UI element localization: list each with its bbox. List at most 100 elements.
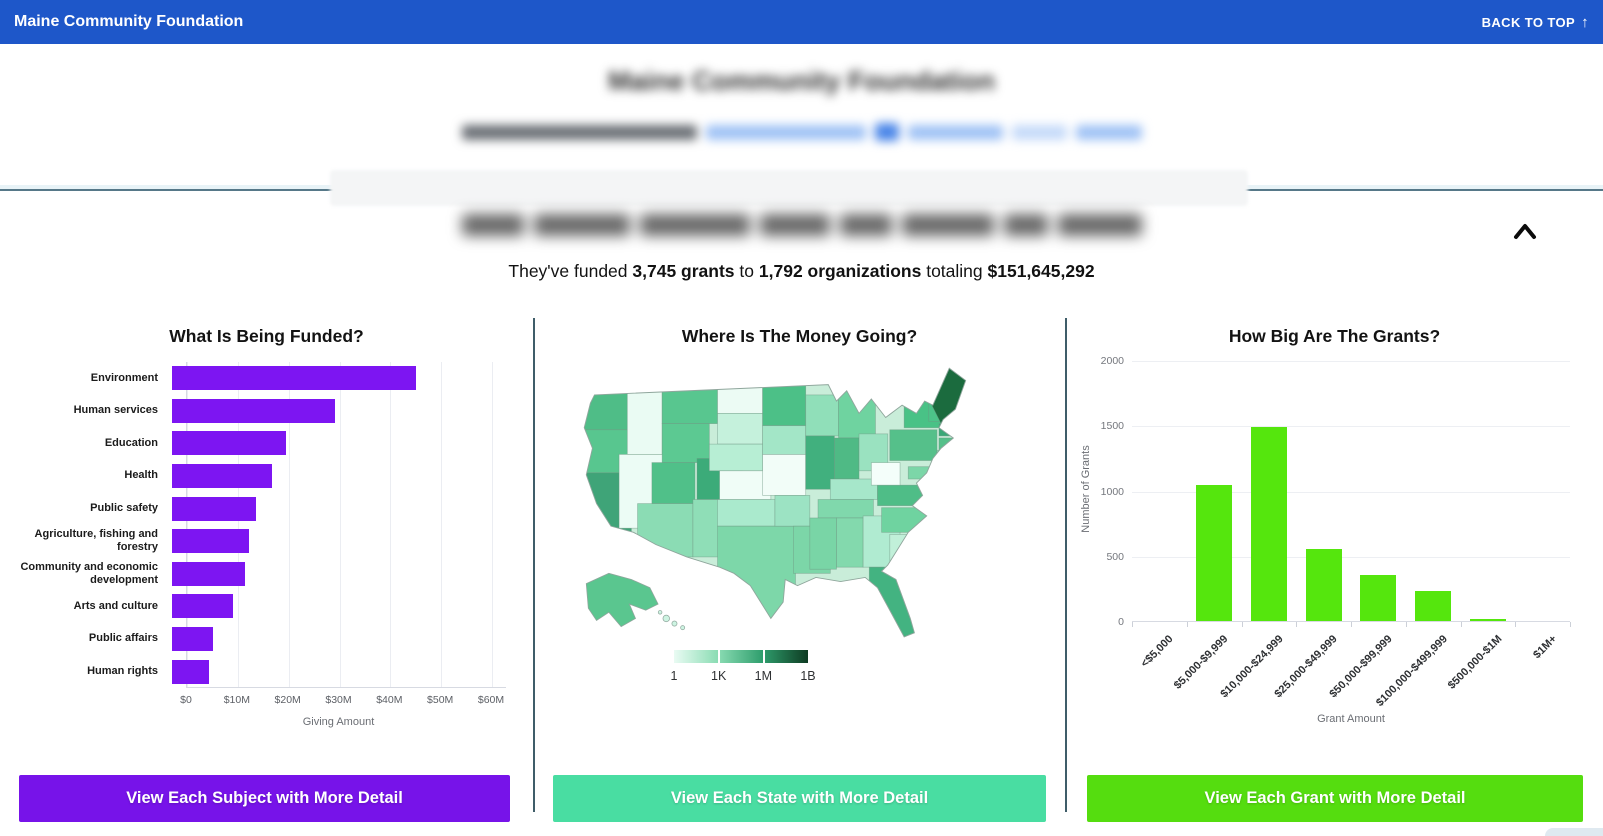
subject-funding-bar[interactable] <box>172 659 209 684</box>
subject-funding-bar[interactable] <box>172 366 416 391</box>
view-states-detail-button[interactable]: View Each State with More Detail <box>553 775 1046 822</box>
legend-label: 1M <box>754 669 773 683</box>
x-axis-tick-label: $20M <box>274 694 301 706</box>
state-ND[interactable] <box>717 380 764 414</box>
state-MA[interactable] <box>938 423 968 437</box>
subjects-bar-chart: Environment Human services Education Health… <box>0 362 520 728</box>
state-KY[interactable] <box>829 478 878 500</box>
state-PA[interactable] <box>889 429 938 461</box>
state-HI[interactable] <box>662 614 670 623</box>
state-IA[interactable] <box>762 425 807 455</box>
state-HI[interactable] <box>657 610 663 615</box>
subject-funding-bar[interactable] <box>172 464 273 489</box>
blurred-word <box>533 214 630 236</box>
state-MD[interactable] <box>907 466 936 480</box>
state-HI[interactable] <box>671 620 678 627</box>
blurred-subtitle-row <box>0 121 1603 143</box>
blurred-link-blob[interactable] <box>1011 124 1067 140</box>
state-OK[interactable] <box>717 499 776 527</box>
grants-panel: How Big Are The Grants? Number of Grants… <box>1066 318 1603 812</box>
grant-count-bar[interactable] <box>1360 575 1397 621</box>
subjects-chart-row: Arts and culture <box>0 590 520 623</box>
subject-funding-bar[interactable] <box>172 398 335 423</box>
blurred-link-blob[interactable] <box>1075 124 1142 140</box>
subject-funding-bar[interactable] <box>172 431 287 456</box>
state-FL[interactable] <box>868 566 934 639</box>
state-AL[interactable] <box>836 517 864 568</box>
x-axis-tick <box>1241 622 1243 627</box>
blurred-link-icon[interactable] <box>874 123 899 141</box>
grant-count-bar[interactable] <box>1305 548 1342 621</box>
state-NJ[interactable] <box>936 449 950 472</box>
state-UT[interactable] <box>651 462 696 504</box>
view-subjects-detail-button[interactable]: View Each Subject with More Detail <box>19 775 510 822</box>
state-NE[interactable] <box>708 443 764 472</box>
state-RI[interactable] <box>955 435 964 445</box>
gridline <box>1132 426 1570 428</box>
grant-count-bar[interactable] <box>1250 426 1287 621</box>
state-WV[interactable] <box>870 462 901 486</box>
state-MS[interactable] <box>809 517 837 570</box>
subject-category-label: Arts and culture <box>73 599 158 612</box>
y-axis-tick-label: 2000 <box>1100 355 1124 367</box>
grant-count-bar[interactable] <box>1415 591 1452 621</box>
summary-prefix: They've funded <box>508 261 628 281</box>
state-IL[interactable] <box>805 435 835 490</box>
x-axis-tick <box>1132 622 1133 627</box>
chevron-up-icon <box>1514 224 1536 239</box>
collapse-section-button[interactable] <box>1510 218 1540 244</box>
subjects-x-axis-ticks: $0 $10M $20M $30M $40M $50M $60M <box>180 694 506 708</box>
view-grants-detail-button[interactable]: View Each Grant with More Detail <box>1087 775 1583 822</box>
grant-range-label: <$5,000 <box>1139 633 1176 670</box>
subject-category-label: Human services <box>73 404 158 417</box>
state-AZ[interactable] <box>637 503 694 558</box>
state-TX[interactable] <box>717 525 796 619</box>
subjects-chart-row: Public affairs <box>0 623 520 656</box>
state-MO[interactable] <box>762 454 807 496</box>
gridline <box>441 362 443 687</box>
grant-count-bar[interactable] <box>1469 619 1506 621</box>
subject-funding-bar[interactable] <box>172 594 233 619</box>
state-ME[interactable] <box>930 364 970 425</box>
state-AR[interactable] <box>774 495 811 527</box>
gridline <box>1132 361 1570 362</box>
subject-funding-bar[interactable] <box>172 627 213 652</box>
y-axis-tick-label: 0 <box>1118 616 1124 628</box>
state-SC[interactable] <box>889 534 923 564</box>
state-hawaii[interactable] <box>657 610 686 631</box>
state-HI[interactable] <box>680 625 686 631</box>
gridline <box>492 362 493 687</box>
state-AK[interactable] <box>585 572 659 628</box>
subjects-chart-row: Human services <box>0 395 520 428</box>
state-NC[interactable] <box>881 507 942 533</box>
state-ID[interactable] <box>626 388 663 455</box>
corner-widget-peek[interactable] <box>1545 828 1603 836</box>
state-TN[interactable] <box>817 499 874 519</box>
gridline <box>237 362 239 687</box>
state-WA[interactable] <box>584 380 634 431</box>
state-MI[interactable] <box>838 390 876 439</box>
gridline <box>187 362 188 687</box>
subjects-chart-row: Agriculture, fishing and forestry <box>0 525 520 558</box>
subjects-chart-row: Education <box>0 427 520 460</box>
state-SD[interactable] <box>717 413 764 445</box>
blurred-link-blob[interactable] <box>907 124 1003 140</box>
subject-funding-bar[interactable] <box>172 529 250 554</box>
funding-summary: They've funded 3,745 grants to 1,792 org… <box>0 261 1603 282</box>
blurred-link-blob[interactable] <box>705 124 866 140</box>
state-WY[interactable] <box>661 423 710 463</box>
arrow-up-icon: ↑ <box>1581 13 1589 31</box>
grant-count-bar[interactable] <box>1196 485 1233 621</box>
state-IN[interactable] <box>834 437 860 480</box>
back-to-top-link[interactable]: BACK TO TOP ↑ <box>1482 14 1589 31</box>
state-VA[interactable] <box>877 484 938 507</box>
state-MT[interactable] <box>661 380 718 424</box>
blurred-text-blob <box>461 124 697 140</box>
panel-divider <box>1065 318 1067 812</box>
subject-funding-bar[interactable] <box>172 561 246 586</box>
subject-funding-bar[interactable] <box>172 496 256 521</box>
state-WI[interactable] <box>805 394 839 437</box>
state-DE[interactable] <box>936 470 948 482</box>
back-to-top-label: BACK TO TOP <box>1481 14 1576 30</box>
map-legend-labels: 1 1K 1M 1B <box>671 669 816 685</box>
